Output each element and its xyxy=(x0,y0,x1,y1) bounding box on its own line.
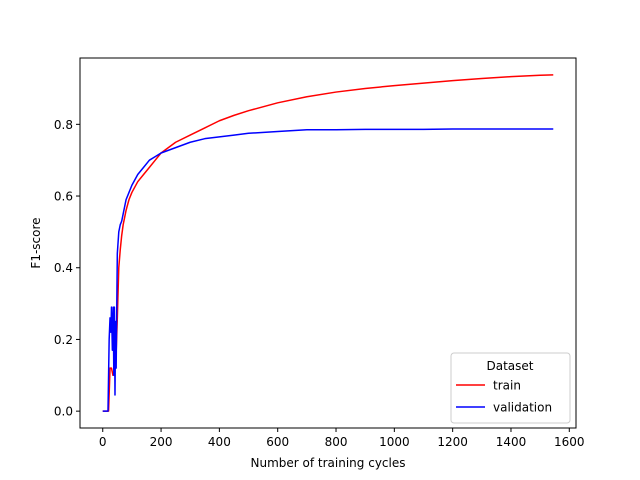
y-tick-label: 0.6 xyxy=(54,190,73,204)
x-tick-label: 1000 xyxy=(379,435,410,449)
x-tick-label: 0 xyxy=(99,435,107,449)
legend-label-train: train xyxy=(493,379,521,393)
y-tick-label: 0.2 xyxy=(54,333,73,347)
x-axis: 0 200 400 600 800 1000 1200 1400 1600 xyxy=(99,428,585,449)
x-tick-label: 1400 xyxy=(496,435,527,449)
y-tick-label: 0.8 xyxy=(54,118,73,132)
x-tick-label: 600 xyxy=(266,435,289,449)
legend-box xyxy=(450,352,571,424)
y-tick-label: 0.4 xyxy=(54,261,73,275)
legend: Dataset train validation xyxy=(450,352,571,424)
legend-title: Dataset xyxy=(487,359,534,373)
x-tick-label: 400 xyxy=(208,435,231,449)
series-layer xyxy=(102,74,554,412)
x-tick-label: 1200 xyxy=(437,435,468,449)
x-tick-label: 800 xyxy=(325,435,348,449)
axes-frame xyxy=(79,57,577,429)
y-axis-label: F1-score xyxy=(29,217,43,268)
y-axis: 0.0 0.2 0.4 0.6 0.8 xyxy=(54,118,80,419)
legend-label-validation: validation xyxy=(493,401,552,415)
y-tick-label: 0.0 xyxy=(54,405,73,419)
series-line-validation xyxy=(102,128,554,412)
x-axis-label: Number of training cycles xyxy=(251,456,406,470)
x-tick-label: 1600 xyxy=(554,435,585,449)
x-tick-label: 200 xyxy=(150,435,173,449)
